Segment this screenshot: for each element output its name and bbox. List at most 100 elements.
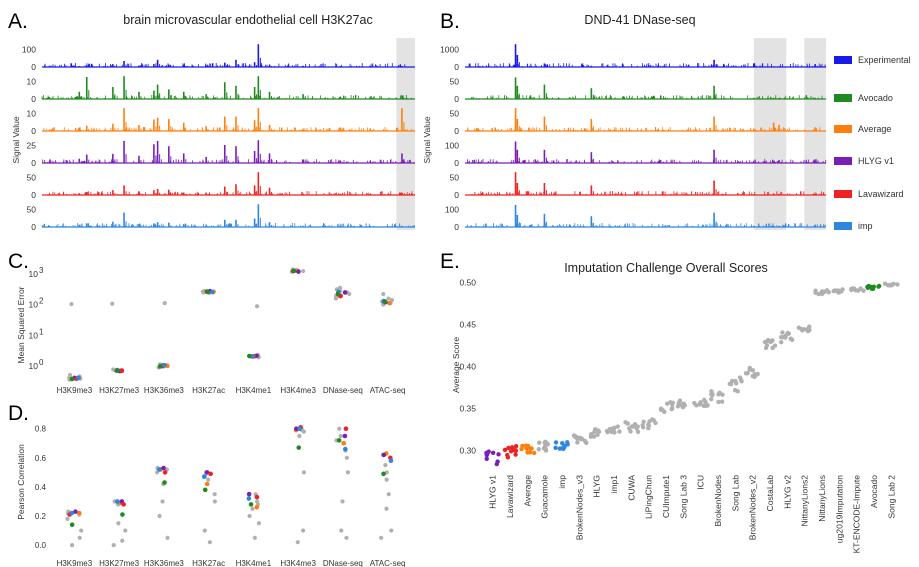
point-other: [65, 516, 70, 522]
score-point: [853, 288, 858, 293]
x-tick-label: KT-ENCODE-Impute: [852, 475, 862, 554]
point-other: [301, 268, 306, 274]
x-tick-label: Avocado: [869, 475, 879, 508]
point-imp: [297, 426, 303, 432]
score-point: [607, 426, 613, 432]
point-other: [301, 470, 307, 475]
track-tick-label: 50: [27, 173, 37, 183]
score-point: [635, 429, 641, 434]
score-point: [524, 446, 529, 451]
track-tick-label: 50: [450, 173, 460, 183]
score-point: [785, 330, 790, 336]
score-point: [513, 452, 518, 457]
x-tick-label: H3K4me3: [280, 559, 316, 567]
score-point: [779, 339, 784, 345]
point-lava: [343, 426, 349, 432]
point-lava: [121, 502, 126, 507]
x-tick-label: ug2019Imputation: [834, 475, 844, 543]
x-tick-label: H3K4me1: [236, 386, 272, 395]
x-tick-label: H3K27ac: [192, 559, 225, 567]
point-other: [160, 499, 165, 504]
y-tick-exponent: 3: [39, 266, 44, 275]
point-avocado: [382, 299, 388, 304]
point-other: [247, 513, 252, 519]
point-other: [111, 542, 116, 548]
score-point: [895, 282, 900, 287]
point-other: [162, 301, 167, 306]
point-hlyg: [294, 426, 299, 432]
track-tick-label: 1000: [440, 45, 459, 55]
highlight-region: [753, 38, 787, 230]
x-tick-label: BrokenNodes_v3: [574, 475, 584, 540]
x-tick-label: H3K4me3: [280, 386, 316, 395]
highlight-region: [396, 38, 415, 230]
point-imp: [162, 362, 167, 368]
track-tick-label: 0: [31, 158, 36, 168]
score-point: [819, 289, 825, 294]
score-point: [496, 452, 501, 457]
y-tick-label: 0.8: [35, 425, 47, 434]
track-tick-label: 0: [454, 158, 459, 168]
point-avocado: [336, 438, 342, 443]
x-tick-label: BrokenNodes_v2: [748, 475, 758, 540]
score-point: [799, 326, 804, 332]
score-point: [719, 399, 725, 404]
score-point: [658, 407, 664, 412]
score-point: [737, 375, 743, 380]
panel-e-scores-plot: 0.30 0.35 0.40 0.45 0.50 HLYG v1 Lavawizard Ave…: [459, 278, 900, 554]
track-tick-label: 100: [445, 141, 459, 151]
score-point: [783, 335, 788, 340]
legend-swatch-lavawizard: [834, 190, 852, 198]
y-tick-exponent: 0: [39, 358, 44, 367]
legend-label-imp: imp: [858, 221, 873, 231]
point-other: [67, 372, 73, 378]
point-other: [254, 304, 260, 309]
score-point: [889, 282, 894, 288]
point-hlyg: [246, 491, 252, 497]
legend-swatch-experimental: [834, 56, 852, 64]
x-tick-label: Guacamole: [540, 475, 550, 519]
legend-label-hlyg-v1: HLYG v1: [858, 156, 894, 166]
score-point: [647, 419, 652, 424]
point-other: [297, 433, 302, 439]
point-avocado: [291, 268, 297, 274]
y-tick-label: 0.4: [35, 483, 47, 492]
score-point: [513, 448, 519, 453]
x-tick-label: CUWA: [626, 475, 636, 501]
y-tick-label: 10: [29, 300, 39, 310]
x-tick-label: BrokenNodes: [713, 475, 723, 527]
x-tick-label: Song Lab 2: [886, 475, 896, 519]
score-point: [575, 440, 580, 445]
track-tick-label: 100: [22, 45, 36, 55]
point-other: [116, 521, 121, 526]
score-point: [670, 405, 675, 411]
x-tick-label: Song Lab 3: [678, 475, 688, 519]
score-point: [490, 450, 496, 456]
score-point: [529, 446, 534, 451]
point-hlyg: [73, 509, 78, 514]
point-other: [337, 285, 343, 290]
legend-swatch-hlyg-v1: [834, 157, 852, 165]
track-tick-label: 0: [31, 62, 36, 72]
score-point: [733, 381, 739, 386]
point-avocado: [335, 291, 341, 297]
x-tick-label: H3K9me3: [57, 386, 93, 395]
score-point: [612, 425, 617, 431]
x-tick-label: CostaLab: [765, 475, 775, 512]
point-other: [386, 492, 391, 497]
score-point: [839, 289, 844, 294]
x-tick-label: NittanyLions2: [800, 475, 810, 527]
track-tick-label: 0: [31, 222, 36, 232]
score-point: [641, 419, 646, 424]
point-other: [383, 462, 388, 468]
track-noise: [468, 63, 826, 67]
point-other: [379, 535, 384, 540]
score-point: [640, 425, 646, 430]
point-imp: [209, 289, 215, 295]
track-tick-label: 0: [454, 190, 459, 200]
y-tick-label: 0.50: [459, 278, 476, 288]
point-other: [111, 367, 116, 372]
point-avocado: [157, 364, 163, 369]
point-average: [204, 481, 210, 487]
